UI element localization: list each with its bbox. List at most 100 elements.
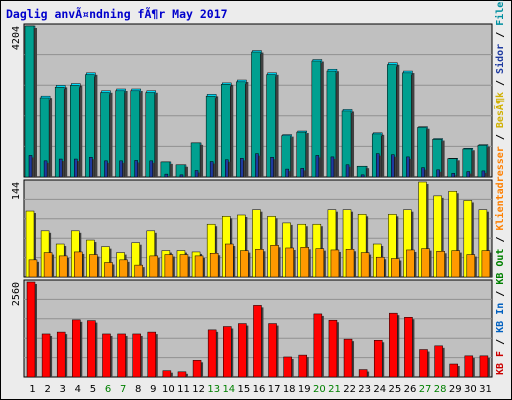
x-tick-label: 21 — [328, 384, 341, 395]
bar-kbytes-1-day-19 — [298, 354, 307, 378]
bar-shadow — [31, 157, 34, 177]
y-max-label-visits: 144 — [11, 182, 22, 200]
bar-traffic-3-day-19 — [300, 168, 304, 178]
x-tick-label: 1 — [29, 384, 35, 395]
bar-traffic-3-day-22 — [345, 164, 350, 178]
bar-traffic-3-day-25 — [391, 154, 395, 178]
x-tick-label: 26 — [404, 384, 417, 395]
bar-visits-2-day-3 — [58, 255, 68, 278]
y-max-label-traffic: 4204 — [11, 26, 22, 50]
legend: KB F / KB In / KB Out / Klientadresser /… — [493, 0, 506, 375]
bar-traffic-3-day-12 — [194, 170, 199, 178]
bar-traffic-3-day-23 — [360, 174, 365, 178]
x-tick-label: 17 — [268, 384, 281, 395]
bar-kbytes-1-day-17 — [268, 323, 277, 378]
legend-item: / — [495, 26, 506, 44]
bar-visits-2-day-14 — [225, 243, 234, 278]
y-max-label-kbytes: 2560 — [11, 282, 22, 306]
chart-title: Daglig anvÃ¤ndning fÃ¶r May 2017 — [6, 6, 228, 21]
bar-kbytes-1-day-26 — [404, 317, 413, 378]
bar-shadow — [423, 169, 427, 177]
x-tick-label: 12 — [192, 384, 205, 395]
bar-visits-2-day-27 — [421, 248, 430, 278]
bar-shadow — [453, 175, 457, 177]
bar-traffic-3-day-28 — [436, 169, 440, 178]
x-tick-label: 29 — [449, 384, 462, 395]
bar-traffic-3-day-21 — [330, 156, 335, 178]
bar-traffic-3-day-27 — [421, 167, 425, 178]
bar-traffic-3-day-8 — [134, 160, 138, 178]
bar-kbytes-1-day-13 — [207, 329, 217, 378]
bar-shadow — [106, 162, 110, 177]
bar-traffic-3-day-14 — [225, 159, 229, 178]
x-tick-label: 5 — [90, 384, 96, 395]
bar-visits-2-day-26 — [406, 249, 415, 278]
bar-shadow — [61, 161, 65, 177]
bar-visits-2-day-30 — [466, 254, 476, 278]
x-tick-label: 15 — [238, 384, 251, 395]
bar-kbytes-1-day-18 — [283, 356, 292, 378]
legend-item: Sidor — [494, 44, 506, 74]
bar-traffic-3-day-17 — [270, 156, 274, 178]
bar-traffic-3-day-1 — [28, 155, 33, 178]
bar-visits-2-day-28 — [436, 251, 445, 278]
x-tick-label: 22 — [343, 384, 356, 395]
bar-visits-2-day-12 — [194, 255, 204, 278]
bar-kbytes-1-day-6 — [102, 333, 111, 378]
x-tick-label: 30 — [464, 384, 477, 395]
bar-kbytes-1-day-25 — [389, 312, 398, 378]
bar-visits-2-day-21 — [330, 249, 340, 278]
bar-kbytes-1-day-24 — [373, 340, 383, 378]
bar-traffic-3-day-15 — [240, 158, 244, 178]
x-tick-label: 25 — [389, 384, 402, 395]
bar-traffic-3-day-6 — [104, 160, 108, 178]
bar-kbytes-1-day-31 — [479, 355, 489, 378]
bar-kbytes-1-day-3 — [56, 331, 66, 378]
bar-visits-2-day-31 — [481, 250, 491, 278]
bar-visits-2-day-11 — [179, 254, 189, 278]
bar-shadow — [166, 176, 170, 177]
bar-shadow — [227, 161, 231, 177]
bar-visits-2-day-29 — [451, 250, 460, 278]
bar-shadow — [197, 172, 201, 177]
bar-traffic-3-day-10 — [164, 173, 169, 178]
bar-visits-2-day-23 — [360, 252, 370, 278]
bar-visits-2-day-10 — [164, 254, 174, 278]
bar-traffic-3-day-16 — [255, 153, 259, 178]
bar-kbytes-1-day-10 — [162, 370, 172, 378]
bar-visits-2-day-25 — [391, 258, 400, 278]
bar-kbytes-1-day-23 — [358, 369, 368, 378]
bar-shadow — [393, 156, 397, 177]
x-tick-label: 8 — [135, 384, 141, 395]
bar-visits-2-day-16 — [255, 249, 264, 278]
bar-shadow — [302, 170, 306, 177]
bar-shadow — [287, 171, 291, 177]
bar-visits-2-day-8 — [134, 264, 143, 278]
bar-kbytes-1-day-20 — [313, 313, 323, 378]
x-tick-label: 23 — [358, 384, 371, 395]
bar-visits-2-day-4 — [74, 251, 83, 278]
bar-kbytes-1-day-16 — [253, 305, 262, 378]
bar-kbytes-1-day-14 — [223, 326, 232, 378]
bar-shadow — [468, 173, 472, 177]
bar-shadow — [212, 163, 216, 177]
bar-shadow — [332, 158, 336, 177]
x-tick-label: 3 — [60, 384, 66, 395]
bar-shadow — [242, 160, 246, 177]
bar-kbytes-1-day-8 — [132, 333, 141, 378]
x-tick-label: 11 — [177, 384, 190, 395]
bar-traffic-3-day-9 — [149, 160, 154, 178]
x-tick-label: 6 — [105, 384, 111, 395]
legend-item: / — [495, 285, 506, 303]
bar-shadow — [121, 162, 125, 177]
bar-traffic-3-day-2 — [43, 160, 48, 178]
bar-kbytes-1-day-21 — [328, 319, 338, 378]
legend-item: KB F — [495, 351, 506, 375]
bar-kbytes-1-day-29 — [449, 363, 458, 378]
bar-kbytes-1-day-9 — [147, 331, 157, 378]
x-tick-label: 20 — [313, 384, 326, 395]
bar-traffic-3-day-3 — [58, 158, 63, 178]
bar-kbytes-1-day-22 — [343, 338, 353, 378]
bar-kbytes-1-day-1 — [26, 281, 36, 378]
x-tick-label: 27 — [419, 384, 432, 395]
